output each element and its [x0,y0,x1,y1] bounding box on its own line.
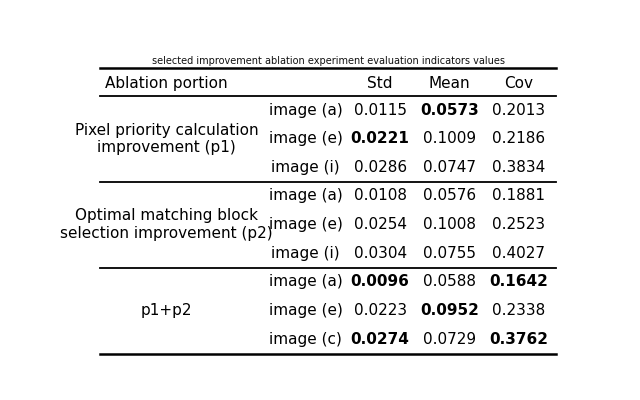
Text: image (e): image (e) [269,131,342,146]
Text: Std: Std [367,76,393,91]
Text: 0.3762: 0.3762 [490,332,548,347]
Text: 0.0108: 0.0108 [353,188,406,204]
Text: 0.0286: 0.0286 [353,160,406,175]
Text: 0.2523: 0.2523 [492,217,545,232]
Text: 0.0576: 0.0576 [423,188,476,204]
Text: p1+p2: p1+p2 [141,303,193,318]
Text: 0.1642: 0.1642 [490,274,548,290]
Text: 0.0223: 0.0223 [353,303,406,318]
Text: 0.0274: 0.0274 [351,332,410,347]
Text: 0.0573: 0.0573 [420,102,479,118]
Text: image (e): image (e) [269,217,342,232]
Text: 0.0747: 0.0747 [423,160,476,175]
Text: Ablation portion: Ablation portion [106,76,228,91]
Text: 0.3834: 0.3834 [492,160,545,175]
Text: 0.0254: 0.0254 [353,217,406,232]
Text: 0.2338: 0.2338 [492,303,545,318]
Text: 0.2186: 0.2186 [492,131,545,146]
Text: selected improvement ablation experiment evaluation indicators values: selected improvement ablation experiment… [152,56,504,66]
Text: image (a): image (a) [269,188,342,204]
Text: image (e): image (e) [269,303,342,318]
Text: image (c): image (c) [269,332,342,347]
Text: image (i): image (i) [271,246,340,261]
Text: 0.1881: 0.1881 [492,188,545,204]
Text: image (i): image (i) [271,160,340,175]
Text: 0.0096: 0.0096 [351,274,410,290]
Text: 0.2013: 0.2013 [492,102,545,118]
Text: 0.4027: 0.4027 [492,246,545,261]
Text: 0.1008: 0.1008 [423,217,476,232]
Text: 0.0304: 0.0304 [353,246,406,261]
Text: image (a): image (a) [269,102,342,118]
Text: 0.0588: 0.0588 [423,274,476,290]
Text: Pixel priority calculation
improvement (p1): Pixel priority calculation improvement (… [75,122,259,155]
Text: 0.1009: 0.1009 [423,131,476,146]
Text: 0.0221: 0.0221 [351,131,410,146]
Text: Mean: Mean [429,76,470,91]
Text: 0.0729: 0.0729 [423,332,476,347]
Text: 0.0755: 0.0755 [423,246,476,261]
Text: Optimal matching block
selection improvement (p2): Optimal matching block selection improve… [61,208,273,241]
Text: 0.0952: 0.0952 [420,303,479,318]
Text: Cov: Cov [504,76,534,91]
Text: image (a): image (a) [269,274,342,290]
Text: 0.0115: 0.0115 [353,102,406,118]
